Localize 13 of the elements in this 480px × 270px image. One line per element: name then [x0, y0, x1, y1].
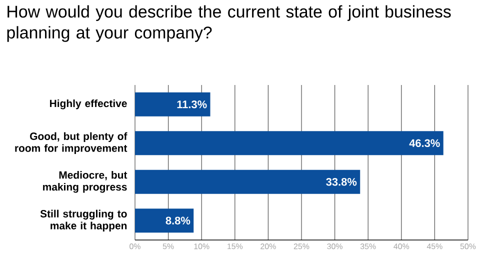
y-tick-label: Good, but plenty of room for improvement [15, 132, 128, 154]
bar [135, 208, 194, 233]
bar [135, 170, 360, 194]
data-label: 11.3% [177, 100, 207, 108]
data-label: 8.8% [166, 216, 190, 225]
data-label: 33.8% [326, 178, 357, 186]
chart-title: How would you describe the current state of joint business planning at your company? [7, 5, 451, 42]
data-label: 46.3% [409, 139, 440, 148]
bar [135, 131, 444, 156]
y-tick-label: Mediocre, but making progress [43, 171, 128, 193]
bar [135, 92, 210, 116]
y-tick-label: Highly effective [50, 99, 127, 110]
y-tick-label: Still struggling to make it happen [40, 210, 127, 232]
